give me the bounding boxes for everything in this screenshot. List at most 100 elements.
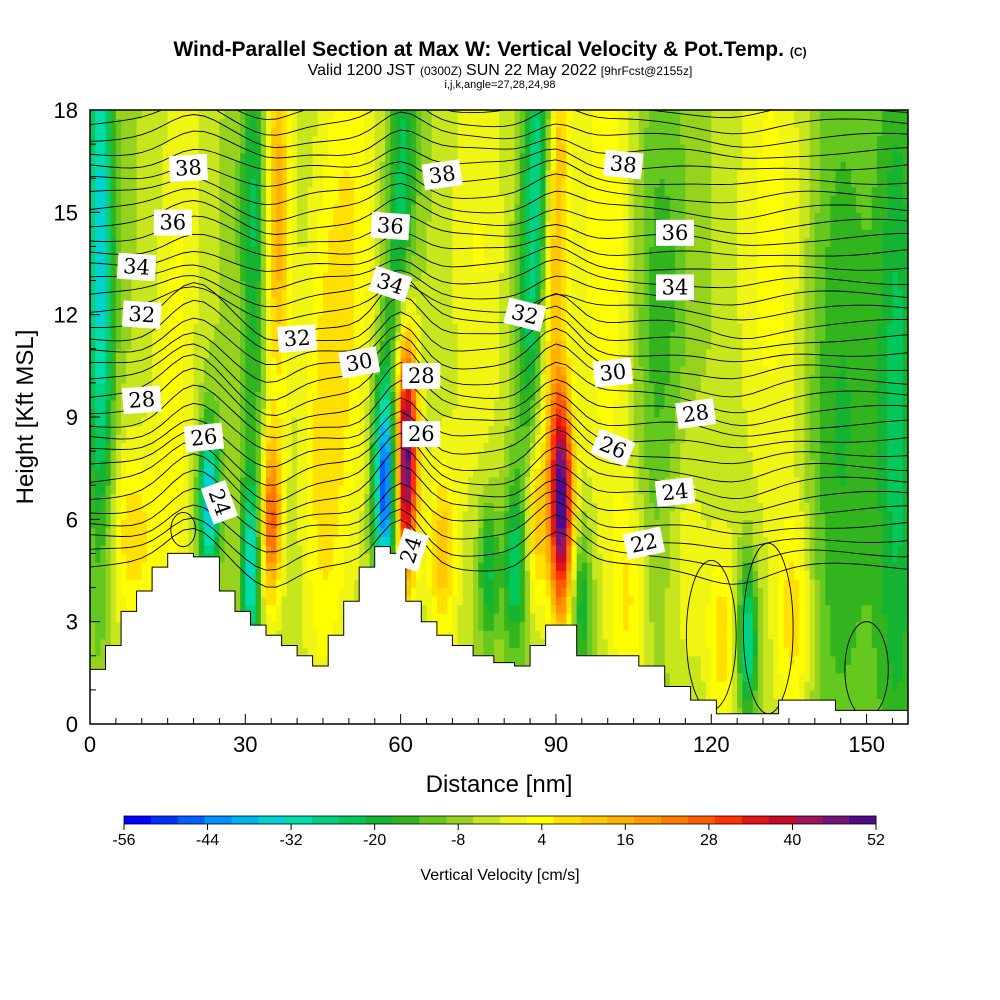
field-cell [281, 553, 288, 563]
field-cell [338, 297, 345, 307]
field-cell [152, 451, 158, 461]
field-cell [266, 425, 272, 435]
field-cell [110, 476, 117, 486]
field-cell [121, 212, 127, 222]
field-cell [312, 655, 319, 665]
field-cell [276, 459, 283, 469]
field-cell [266, 408, 272, 418]
field-cell [224, 280, 231, 290]
field-cell [322, 510, 329, 520]
field-cell [400, 399, 407, 410]
field-cell [374, 178, 381, 188]
field-cell [90, 647, 96, 657]
field-cell [297, 408, 303, 418]
field-cell [297, 502, 303, 512]
field-cell [214, 118, 221, 128]
field-cell [390, 246, 397, 256]
field-cell [266, 553, 272, 563]
field-cell [110, 340, 117, 350]
field-cell [115, 135, 122, 145]
field-cell [172, 382, 179, 393]
field-cell [229, 485, 236, 495]
field-cell [436, 135, 443, 145]
field-cell [110, 613, 117, 623]
field-cell [307, 169, 314, 179]
field-cell [359, 527, 365, 537]
field-cell [250, 365, 257, 375]
field-cell [379, 348, 386, 358]
field-cell [152, 203, 158, 213]
field-cell [193, 536, 200, 546]
field-cell [343, 178, 350, 188]
field-cell [100, 152, 107, 162]
field-cell [442, 425, 448, 435]
field-cell [317, 451, 324, 461]
field-cell [291, 237, 298, 248]
field-cell [338, 203, 345, 213]
field-cell [271, 425, 277, 435]
field-cell [224, 220, 231, 230]
field-cell [193, 331, 200, 341]
field-cell [214, 382, 221, 393]
field-cell [421, 212, 428, 222]
field-cell [229, 314, 236, 324]
field-cell [431, 220, 438, 230]
field-cell [115, 365, 122, 375]
field-cell [369, 340, 376, 350]
field-cell [141, 195, 148, 205]
field-cell [348, 152, 355, 162]
field-cell [333, 485, 340, 495]
field-cell [250, 468, 257, 478]
field-cell [338, 323, 345, 333]
field-cell [426, 152, 433, 162]
field-cell [421, 561, 428, 572]
field-cell [307, 485, 314, 495]
field-cell [286, 417, 293, 427]
field-cell [250, 493, 257, 503]
field-cell [178, 237, 184, 248]
field-cell [291, 220, 298, 230]
field-cell [348, 476, 355, 486]
field-cell [302, 638, 309, 648]
field-cell [307, 468, 314, 478]
field-cell [390, 254, 397, 265]
field-cell [333, 621, 340, 631]
field-cell [240, 596, 246, 606]
field-cell [421, 408, 428, 418]
field-cell [297, 220, 303, 230]
field-cell [322, 340, 329, 350]
field-cell [348, 527, 355, 537]
field-cell [385, 365, 391, 375]
field-cell [266, 280, 272, 290]
field-cell [271, 246, 277, 256]
field-cell [286, 289, 293, 299]
field-cell [198, 118, 205, 128]
field-cell [405, 246, 412, 256]
field-cell [291, 579, 298, 589]
field-cell [193, 519, 200, 529]
field-cell [203, 323, 210, 333]
field-cell [203, 144, 210, 154]
field-cell [136, 536, 143, 546]
field-cell [178, 459, 184, 469]
field-cell [271, 357, 277, 367]
field-cell [395, 144, 402, 154]
field-cell [271, 144, 277, 154]
field-cell [245, 272, 252, 282]
field-cell [234, 604, 241, 614]
field-cell [297, 144, 303, 154]
field-cell [286, 297, 293, 307]
field-cell [312, 647, 319, 657]
field-cell [333, 536, 340, 546]
field-cell [286, 246, 293, 256]
field-cell [322, 434, 329, 444]
field-cell [219, 280, 226, 290]
field-cell [416, 579, 422, 589]
field-cell [276, 374, 283, 384]
field-cell [146, 536, 153, 546]
field-cell [229, 323, 236, 333]
field-cell [400, 161, 407, 171]
field-cell [369, 246, 376, 256]
field-cell [343, 323, 350, 333]
field-cell [410, 127, 417, 137]
